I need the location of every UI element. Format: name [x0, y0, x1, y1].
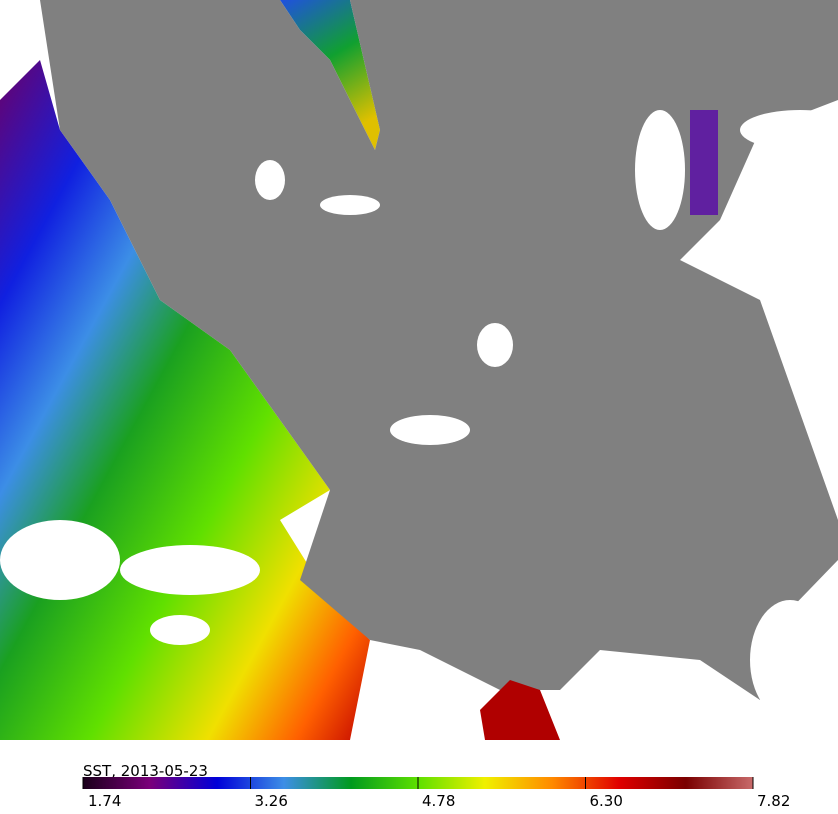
colorbar-label: SST, 2013-05-23 [83, 762, 208, 780]
tick-label: 7.82 [757, 792, 790, 810]
tick-label: 1.74 [88, 792, 121, 810]
sea-patch [480, 680, 560, 740]
clouds [0, 110, 838, 720]
tick-label: 6.30 [590, 792, 623, 810]
sea-patch [690, 110, 718, 215]
colorbar-ticks: 1.74 3.26 4.78 6.30 7.82 [82, 777, 790, 810]
sea-strip [280, 0, 380, 150]
tick-label: 4.78 [422, 792, 455, 810]
map [0, 0, 838, 740]
tick-label: 3.26 [255, 792, 288, 810]
